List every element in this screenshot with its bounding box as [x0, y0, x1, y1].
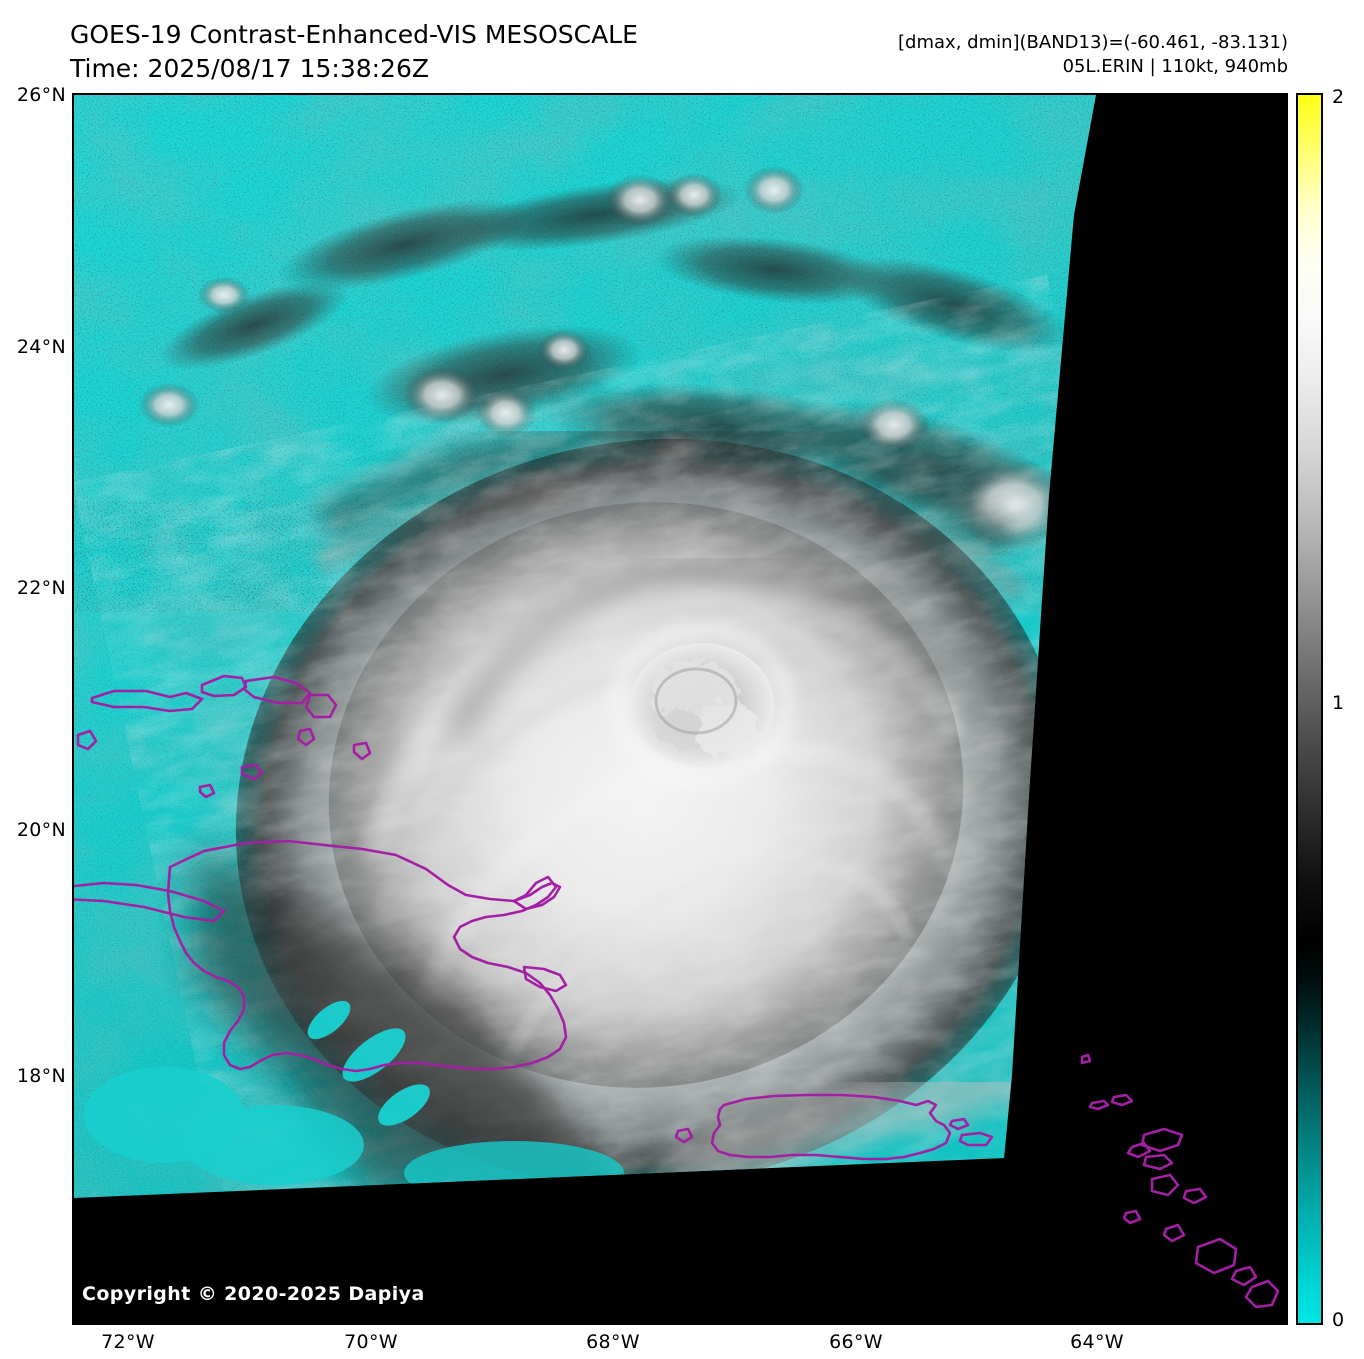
longitude-tick-label: 68°W	[586, 1331, 640, 1353]
latitude-tick-label: 18°N	[16, 1065, 66, 1087]
latitude-tick-label: 22°N	[16, 577, 66, 599]
storm-info-label: 05L.ERIN | 110kt, 940mb	[1062, 56, 1288, 77]
title-block: GOES-19 Contrast-Enhanced-VIS MESOSCALE …	[70, 18, 638, 86]
satellite-swath	[74, 95, 1096, 1198]
colorbar[interactable]	[1296, 93, 1323, 1325]
satellite-imagery-canvas	[74, 95, 1286, 1323]
dmax-dmin-label: [dmax, dmin](BAND13)=(-60.461, -83.131)	[898, 32, 1288, 53]
colorbar-tick-label: 0	[1332, 1309, 1345, 1331]
longitude-tick-label: 64°W	[1070, 1331, 1124, 1353]
timestamp-label: Time: 2025/08/17 15:38:26Z	[70, 54, 429, 83]
colorbar-tick-label: 2	[1332, 86, 1345, 108]
satellite-image-plot[interactable]	[72, 93, 1288, 1325]
longitude-tick-label: 72°W	[101, 1331, 155, 1353]
coastlines-offswath	[1080, 1053, 1280, 1309]
metadata-block: [dmax, dmin](BAND13)=(-60.461, -83.131) …	[898, 31, 1288, 79]
copyright-label: Copyright © 2020-2025 Dapiya	[82, 1283, 425, 1305]
hispaniola-outline	[166, 839, 568, 1073]
latitude-tick-label: 26°N	[16, 84, 66, 106]
cuba-outline	[74, 881, 226, 923]
colorbar-gradient	[1298, 95, 1321, 1323]
bahamas-outline	[76, 674, 372, 799]
latitude-tick-label: 24°N	[16, 336, 66, 358]
coastlines	[74, 674, 1096, 1161]
page-title: GOES-19 Contrast-Enhanced-VIS MESOSCALE	[70, 20, 638, 49]
puerto-rico-outline	[674, 1093, 994, 1161]
longitude-tick-label: 66°W	[829, 1331, 883, 1353]
latitude-tick-label: 20°N	[16, 819, 66, 841]
longitude-tick-label: 70°W	[344, 1331, 398, 1353]
colorbar-tick-label: 1	[1332, 692, 1345, 714]
